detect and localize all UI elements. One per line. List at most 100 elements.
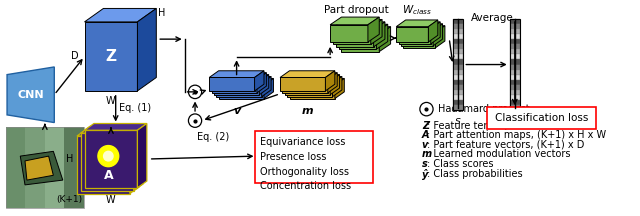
Text: m: m: [301, 106, 313, 116]
Bar: [509, 75, 520, 80]
Bar: [453, 75, 463, 80]
Polygon shape: [285, 81, 330, 95]
Polygon shape: [81, 133, 134, 191]
Polygon shape: [435, 26, 445, 48]
Bar: [509, 90, 520, 95]
Text: : Part feature vectors, (K+1) x D: : Part feature vectors, (K+1) x D: [428, 140, 585, 150]
Polygon shape: [282, 73, 337, 79]
Polygon shape: [335, 78, 344, 98]
Bar: [64, 127, 84, 208]
Bar: [6, 127, 84, 208]
Polygon shape: [130, 129, 140, 194]
Bar: [453, 80, 463, 85]
Polygon shape: [84, 22, 138, 91]
Polygon shape: [333, 76, 342, 97]
Polygon shape: [138, 124, 147, 188]
Bar: [453, 49, 463, 54]
Polygon shape: [330, 17, 380, 25]
Bar: [509, 34, 520, 39]
Polygon shape: [20, 151, 63, 185]
Text: v: v: [233, 106, 240, 116]
Polygon shape: [216, 83, 262, 97]
Bar: [453, 85, 463, 90]
Text: : Part attention maps, (K+1) x H x W: : Part attention maps, (K+1) x H x W: [428, 130, 607, 140]
Polygon shape: [264, 78, 273, 98]
Polygon shape: [336, 22, 385, 30]
FancyBboxPatch shape: [488, 107, 596, 129]
Polygon shape: [399, 29, 431, 44]
Polygon shape: [433, 24, 442, 46]
Polygon shape: [403, 32, 435, 48]
Bar: [509, 19, 520, 110]
Polygon shape: [431, 22, 440, 44]
Polygon shape: [403, 26, 445, 32]
Bar: [509, 80, 520, 85]
Polygon shape: [219, 78, 273, 85]
Bar: [509, 95, 520, 100]
Bar: [509, 24, 520, 29]
Polygon shape: [84, 8, 156, 22]
Polygon shape: [259, 75, 269, 95]
Polygon shape: [376, 24, 388, 49]
Text: Part dropout: Part dropout: [324, 5, 388, 15]
Bar: [453, 59, 463, 65]
Text: : Class probabilities: : Class probabilities: [428, 168, 523, 179]
Bar: [453, 70, 463, 75]
Polygon shape: [396, 20, 438, 27]
Text: Classification loss: Classification loss: [495, 113, 588, 123]
Circle shape: [188, 85, 202, 98]
Text: A: A: [104, 169, 113, 182]
Polygon shape: [209, 71, 264, 78]
Bar: [453, 105, 463, 110]
Text: s: s: [422, 159, 428, 169]
Bar: [453, 39, 463, 44]
Text: s: s: [455, 116, 461, 126]
Text: Z: Z: [422, 121, 429, 131]
Polygon shape: [342, 34, 380, 52]
Text: W: W: [106, 195, 116, 205]
Polygon shape: [333, 27, 371, 44]
Text: v: v: [422, 140, 428, 150]
Polygon shape: [399, 22, 440, 29]
Circle shape: [420, 102, 433, 116]
Polygon shape: [212, 79, 257, 93]
Polygon shape: [287, 83, 333, 97]
Text: H: H: [66, 154, 73, 164]
Polygon shape: [77, 129, 140, 136]
Polygon shape: [428, 20, 438, 42]
Text: H: H: [158, 8, 166, 18]
Circle shape: [188, 114, 202, 127]
Bar: [509, 85, 520, 90]
Polygon shape: [368, 17, 380, 42]
Text: Hadamard product: Hadamard product: [438, 104, 529, 114]
Bar: [6, 127, 26, 208]
Polygon shape: [396, 27, 428, 42]
Bar: [509, 100, 520, 105]
Bar: [453, 44, 463, 49]
Bar: [509, 54, 520, 59]
Polygon shape: [325, 71, 335, 91]
FancyBboxPatch shape: [255, 131, 373, 183]
Polygon shape: [330, 25, 368, 42]
Text: Eq. (1): Eq. (1): [118, 103, 150, 113]
Text: $\hat{y}$: $\hat{y}$: [510, 116, 519, 132]
Polygon shape: [339, 32, 376, 49]
Polygon shape: [374, 22, 385, 47]
Text: ŷ: ŷ: [422, 168, 428, 179]
Text: : Feature tensor, D x H x W: : Feature tensor, D x H x W: [428, 121, 560, 131]
Polygon shape: [219, 85, 264, 98]
Bar: [509, 19, 520, 24]
Bar: [453, 19, 463, 110]
Bar: [453, 24, 463, 29]
Polygon shape: [333, 19, 382, 27]
Polygon shape: [25, 156, 53, 180]
Bar: [509, 59, 520, 65]
Polygon shape: [84, 124, 147, 130]
Polygon shape: [216, 76, 271, 83]
Bar: [453, 34, 463, 39]
Polygon shape: [336, 30, 374, 47]
Polygon shape: [134, 126, 143, 191]
Bar: [453, 95, 463, 100]
Bar: [453, 90, 463, 95]
Polygon shape: [280, 71, 335, 78]
